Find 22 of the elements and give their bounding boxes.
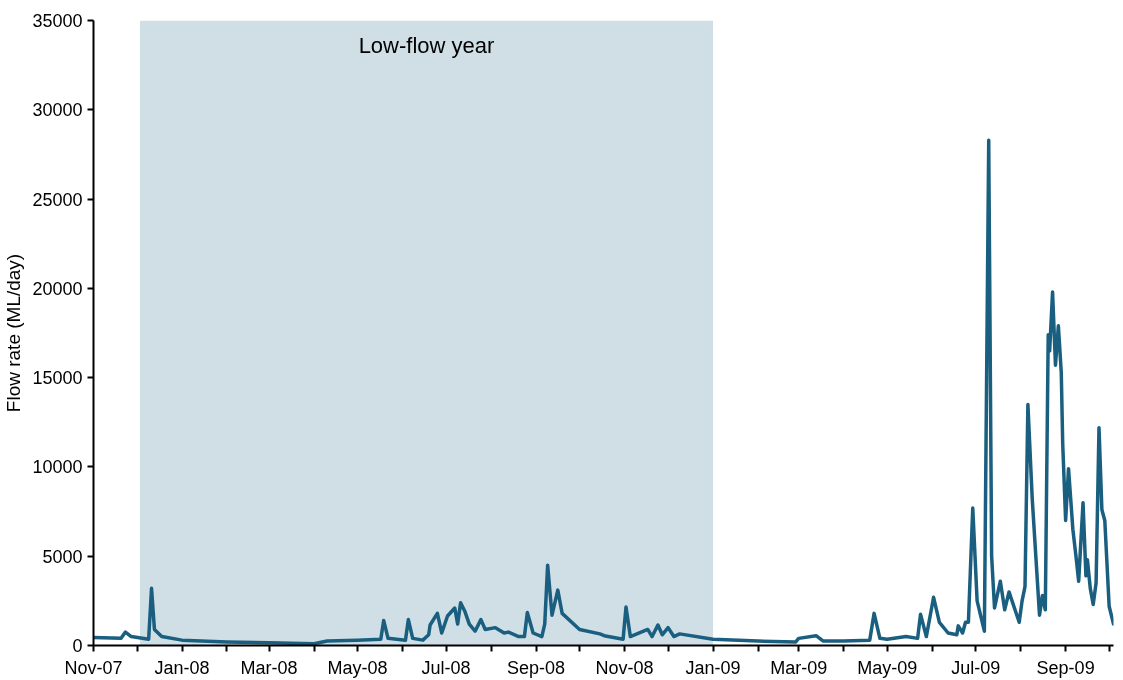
x-tick-label: Mar-08	[240, 657, 298, 678]
y-tick-label: 30000	[32, 100, 83, 121]
y-tick-label: 15000	[32, 368, 83, 389]
x-tick-label: Jul-08	[421, 657, 471, 678]
y-tick-label: 5000	[42, 546, 83, 567]
band-label: Low-flow year	[358, 32, 495, 58]
x-tick-label: Nov-08	[595, 657, 654, 678]
y-axis-title: Flow rate (ML/day)	[3, 253, 25, 413]
x-tick-label: Jan-09	[685, 657, 741, 678]
y-tick-label: 20000	[32, 278, 83, 299]
x-tick-label: Sep-09	[1036, 657, 1095, 678]
x-tick-label: Mar-09	[770, 657, 828, 678]
y-tick-label: 10000	[32, 457, 83, 478]
x-tick-label: May-08	[327, 657, 388, 678]
x-tick-label: Jul-09	[951, 657, 1001, 678]
y-tick-label: 35000	[32, 11, 83, 31]
y-tick-label: 0	[72, 636, 83, 656]
x-tick-label: May-09	[857, 657, 918, 678]
y-tick-label: 25000	[32, 189, 83, 210]
x-tick-label: Nov-07	[64, 657, 123, 678]
x-tick-label: Sep-08	[507, 657, 566, 678]
x-tick-label: Jan-08	[154, 657, 210, 678]
